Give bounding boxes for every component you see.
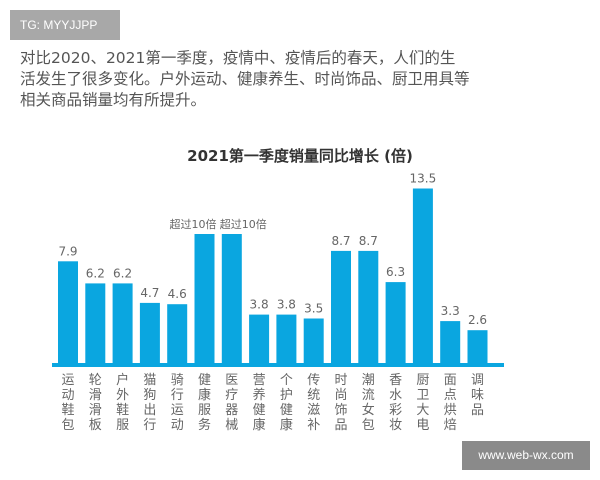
category-label: 猫狗出行: [143, 373, 156, 433]
data-label: 8.7: [331, 234, 350, 248]
category-label: 轮滑滑板: [89, 373, 102, 433]
bar-10: [331, 250, 351, 364]
bar-7: [249, 314, 270, 364]
data-label: 8.7: [359, 234, 378, 248]
category-label: 健康服务: [198, 373, 211, 433]
data-label: 3.5: [304, 302, 323, 316]
category-label: 医疗器械: [225, 373, 238, 433]
bar-8: [276, 314, 297, 364]
bar-9: [303, 318, 324, 364]
category-label: 香水彩妆: [389, 373, 402, 433]
category-label: 运动鞋包: [61, 373, 74, 433]
data-label: 超过10倍: [170, 217, 217, 231]
intro-text: 对比2020、2021第一季度，疫情中、疫情后的春天，人们的生活发生了很多变化。…: [20, 49, 470, 109]
category-label: 厨卫大电: [416, 373, 429, 433]
data-label: 3.8: [250, 298, 269, 312]
data-label: 2.6: [468, 313, 487, 327]
bar-15: [467, 330, 488, 364]
bar-13: [412, 188, 433, 364]
watermark-site: www.web-wx.com: [462, 441, 590, 470]
bar-2: [112, 283, 133, 364]
bar-3: [139, 302, 160, 364]
category-label: 营养健康: [253, 373, 266, 433]
watermark-tg: TG: MYYJJPP: [10, 10, 120, 40]
category-label: 调味品: [471, 373, 484, 418]
bar-5: [194, 234, 215, 364]
data-label: 6.3: [386, 265, 405, 279]
category-label: 时尚饰品: [334, 373, 347, 433]
bar-1: [85, 283, 106, 364]
bar-0: [58, 261, 78, 364]
category-label: 传统滋补: [307, 373, 320, 433]
data-label: 4.7: [140, 286, 159, 300]
data-label: 4.6: [168, 287, 187, 301]
category-label: 面点烘焙: [444, 373, 457, 433]
data-label: 6.2: [86, 266, 105, 280]
category-label: 户外鞋服: [116, 372, 129, 433]
category-label: 骑行运动: [171, 373, 184, 433]
data-label: 13.5: [410, 172, 437, 186]
data-label: 7.9: [58, 244, 77, 258]
data-label: 6.2: [113, 266, 132, 280]
chart-title: 2021第一季度销量同比增长 (倍): [187, 147, 413, 165]
category-label: 个护健康: [280, 373, 293, 433]
x-axis: [52, 363, 504, 367]
bar-4: [167, 304, 188, 364]
bar-6: [221, 234, 242, 364]
bar-11: [358, 250, 379, 364]
data-label: 3.8: [277, 298, 296, 312]
bar-12: [385, 282, 406, 364]
bar-14: [440, 321, 461, 364]
category-label: 潮流女包: [362, 373, 375, 433]
data-label: 3.3: [441, 304, 460, 318]
data-label: 超过10倍: [220, 217, 267, 231]
